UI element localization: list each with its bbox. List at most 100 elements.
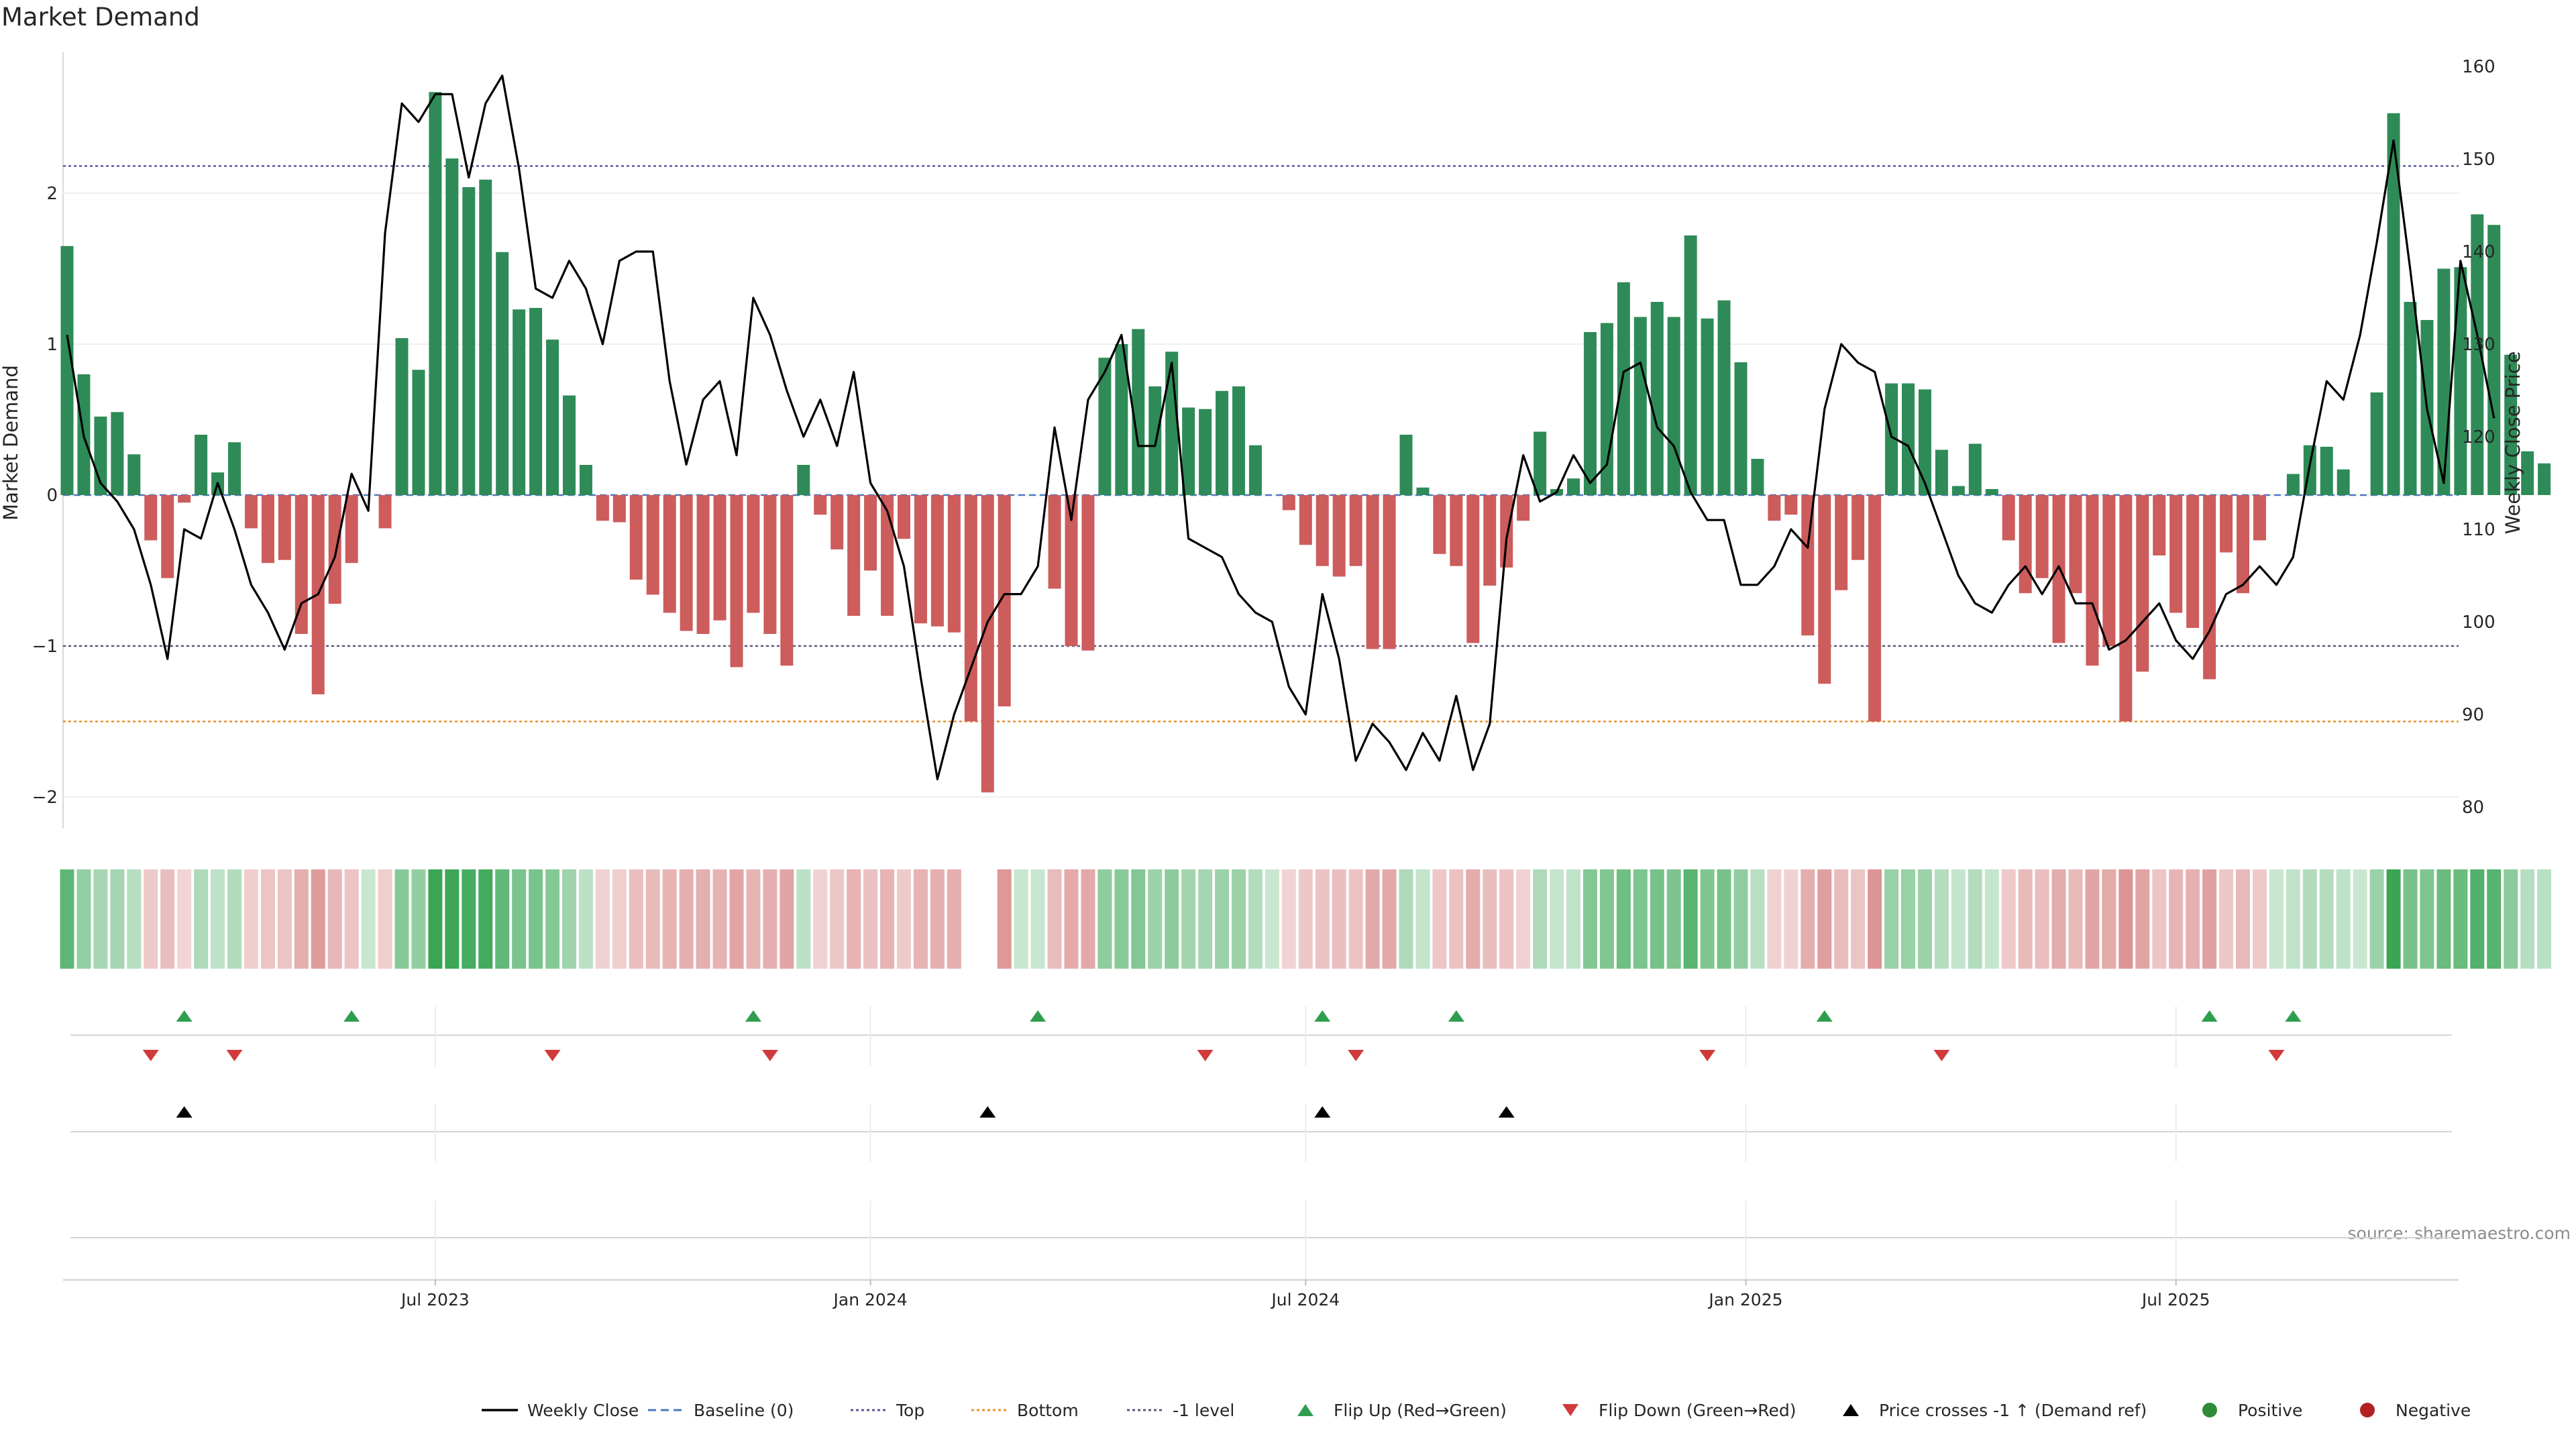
strip-cell-positive [1683, 869, 1698, 969]
strip-cell-negative [763, 869, 777, 969]
price-cross-marker [1498, 1106, 1515, 1118]
flip-down-marker [1197, 1050, 1214, 1061]
negative-demand-bar [1081, 495, 1095, 651]
y2-tick-label: 90 [2462, 705, 2484, 725]
strip-cell-negative [2068, 869, 2083, 969]
strip-cell-negative [997, 869, 1012, 969]
strip-cell-negative [2035, 869, 2049, 969]
negative-demand-bar [2019, 495, 2032, 594]
period-dividers [434, 1006, 2177, 1280]
negative-demand-bar [680, 495, 693, 631]
positive-demand-bar [1132, 329, 1145, 495]
negative-demand-bar [1316, 495, 1329, 566]
positive-demand-bar [1399, 435, 1413, 495]
strip-cell-positive [796, 869, 811, 969]
strip-cell-positive [1582, 869, 1597, 969]
strip-cell-positive [2286, 869, 2300, 969]
price-cross-markers [176, 1106, 1515, 1118]
positive-demand-bar [1416, 487, 1430, 495]
flip-down-marker [1933, 1050, 1950, 1061]
strip-cell-negative [1348, 869, 1363, 969]
negative-demand-bar [378, 495, 392, 529]
strip-cell-negative [311, 869, 325, 969]
price-cross-marker [979, 1106, 996, 1118]
positive-demand-bar [1617, 282, 1630, 495]
positive-demand-bar [462, 187, 476, 495]
strip-cell-negative [712, 869, 727, 969]
positive-demand-bar [1717, 300, 1731, 495]
legend-item-bottom: Bottom [971, 1401, 1079, 1420]
strip-cell-negative [1298, 869, 1313, 969]
strip-cell-positive [1917, 869, 1932, 969]
legend-item-negative: Negative [2360, 1401, 2471, 1420]
negative-demand-bar [2069, 495, 2082, 594]
strip-cell-negative [612, 869, 627, 969]
y-tick-label: 0 [46, 486, 58, 506]
positive-demand-bar [60, 246, 74, 495]
positive-demand-bar [1216, 390, 1229, 495]
positive-demand-bar [1534, 431, 1547, 495]
strip-cell-negative [2085, 869, 2100, 969]
strip-cell-positive [2420, 869, 2434, 969]
strip-cell-negative [1516, 869, 1531, 969]
strip-cell-positive [2353, 869, 2367, 969]
strip-cell-negative [144, 869, 158, 969]
strip-cell-negative [1817, 869, 1832, 969]
negative-demand-bar [814, 495, 827, 515]
y2-tick-label: 160 [2462, 57, 2496, 77]
strip-cell-positive [1566, 869, 1580, 969]
strip-cell-positive [2336, 869, 2351, 969]
positive-demand-bar [1935, 449, 1948, 495]
strip-cell-negative [277, 869, 292, 969]
strip-cell-positive [1951, 869, 1966, 969]
negative-demand-bar [713, 495, 727, 621]
strip-cell-negative [863, 869, 878, 969]
positive-demand-bar [2320, 447, 2333, 495]
negative-demand-bar [914, 495, 927, 624]
flip-up-marker [1816, 1010, 1833, 1022]
x-tick-label: Jul 2024 [1270, 1290, 1340, 1309]
negative-demand-bar [328, 495, 341, 604]
negative-demand-bar [2253, 495, 2266, 541]
strip-cell-negative [160, 869, 175, 969]
strip-cell-negative [1382, 869, 1397, 969]
flip-up-marker [1030, 1010, 1046, 1022]
strip-cell-positive [1165, 869, 1179, 969]
strip-cell-negative [2152, 869, 2167, 969]
strip-cell-negative [1047, 869, 1062, 969]
strip-cell-positive [1148, 869, 1163, 969]
strip-cell-negative [260, 869, 275, 969]
y-tick-label: −2 [32, 788, 58, 808]
positive-demand-bar [2504, 354, 2518, 495]
y2-tick-label: 100 [2462, 612, 2496, 633]
negative-demand-bar [930, 495, 944, 627]
y2-axis-ticks: 160 150 140 130 120 110 100 90 80 [2462, 57, 2496, 818]
legend-item-positive: Positive [2202, 1401, 2302, 1420]
y2-tick-label: 110 [2462, 520, 2496, 540]
x-axis-ticks: Jul 2023 Jan 2024 Jul 2024 Jan 2025 Jul 2025 [400, 1280, 2210, 1309]
positive-demand-bar [2370, 392, 2383, 495]
y2-tick-label: 120 [2462, 427, 2496, 447]
negative-demand-bar [2052, 495, 2065, 643]
positive-demand-bar [2454, 267, 2467, 495]
positive-demand-bar [1650, 302, 1664, 495]
strip-cell-negative [1081, 869, 1095, 969]
strip-cell-positive [2369, 869, 2384, 969]
strip-cell-negative [1801, 869, 1815, 969]
positive-demand-bar [1115, 344, 1128, 495]
legend-swatch [1297, 1404, 1313, 1416]
strip-cell-positive [445, 869, 460, 969]
strip-cell-positive [1198, 869, 1213, 969]
strip-cell-negative [2202, 869, 2217, 969]
strip-cell-positive [194, 869, 209, 969]
strip-cell-negative [1332, 869, 1346, 969]
y-axis-label: Market Demand [0, 365, 22, 521]
negative-demand-bar [1349, 495, 1362, 566]
strip-cell-negative [595, 869, 610, 969]
y2-axis-label: Weekly Close Price [2502, 352, 2524, 535]
flip-up-marker [2285, 1010, 2302, 1022]
strip-cell-negative [327, 869, 342, 969]
strip-cell-negative [2001, 869, 2016, 969]
positive-demand-bar [496, 252, 509, 495]
negative-demand-bar [261, 495, 274, 564]
